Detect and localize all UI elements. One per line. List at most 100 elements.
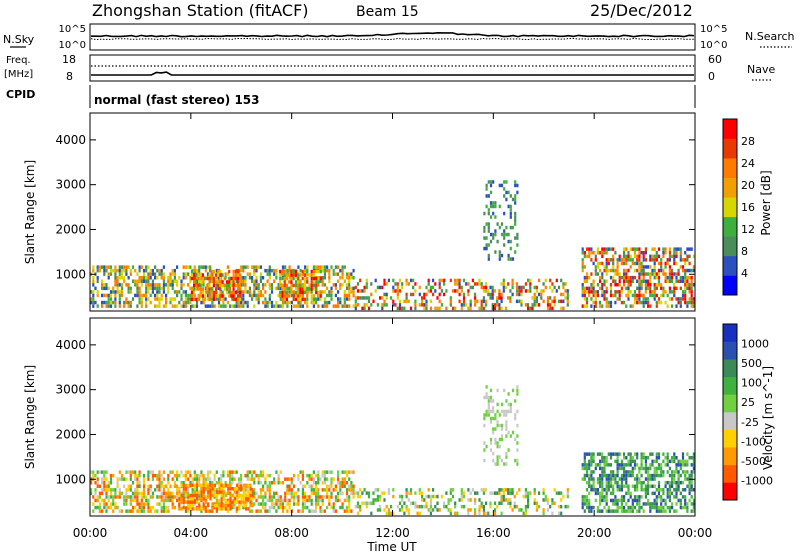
heatmap-cell: [275, 300, 278, 305]
heatmap-cell: [222, 503, 225, 508]
heatmap-cell: [228, 294, 231, 298]
heatmap-cell: [493, 289, 497, 293]
heatmap-cell: [229, 491, 232, 496]
heatmap-cell: [507, 239, 510, 244]
heatmap-cell: [341, 304, 344, 308]
heatmap-cell: [262, 502, 265, 506]
heatmap-cell: [92, 265, 95, 269]
heatmap-cell: [605, 247, 608, 251]
heatmap-cell: [112, 495, 115, 499]
heatmap-cell: [491, 491, 494, 495]
heatmap-cell: [195, 283, 198, 288]
heatmap-cell: [328, 276, 331, 280]
heatmap-cell: [684, 502, 687, 506]
heatmap-cell: [387, 491, 390, 495]
heatmap-cell: [131, 498, 135, 503]
heatmap-cell: [217, 304, 221, 308]
heatmap-cell: [341, 484, 344, 488]
heatmap-cell: [120, 473, 124, 478]
heatmap-cell: [527, 498, 530, 502]
heatmap-cell: [651, 258, 654, 262]
heatmap-cell: [690, 304, 693, 308]
heatmap-cell: [585, 473, 589, 478]
heatmap-cell: [456, 282, 459, 286]
heatmap-cell: [206, 283, 209, 288]
heatmap-cell: [616, 488, 619, 492]
heatmap-cell: [129, 470, 132, 474]
heatmap-cell: [187, 495, 190, 499]
heatmap-cell: [494, 413, 497, 417]
heatmap-cell: [599, 491, 602, 496]
heatmap-cell: [306, 300, 309, 305]
heatmap-cell: [675, 272, 678, 276]
heatmap-cell: [173, 304, 176, 308]
heatmap-cell: [189, 473, 192, 478]
heatmap-cell: [176, 473, 179, 478]
heatmap-cell: [675, 502, 678, 506]
heatmap-cell: [618, 477, 621, 481]
heatmap-cell: [359, 296, 362, 300]
heatmap-cell: [109, 297, 113, 301]
heatmap-cell: [594, 300, 597, 305]
heatmap-cell: [462, 504, 466, 509]
heatmap-cell: [193, 477, 196, 481]
colorbar-swatch: [723, 447, 737, 466]
heatmap-cell: [609, 480, 613, 485]
heatmap-cell: [304, 300, 307, 305]
heatmap-cell: [627, 473, 630, 478]
heatmap-cell: [105, 488, 108, 492]
heatmap-cell: [259, 279, 262, 283]
heatmap-cell: [169, 283, 172, 287]
heatmap-cell: [116, 484, 119, 488]
heatmap-cell: [474, 498, 477, 502]
heatmap-cell: [92, 300, 95, 305]
heatmap-cell: [310, 269, 313, 274]
heatmap-cell: [200, 507, 203, 511]
heatmap-cell: [200, 279, 203, 283]
heatmap-cell: [323, 488, 326, 492]
heatmap-cell: [623, 268, 626, 273]
heatmap-cell: [688, 247, 691, 251]
heatmap-cell: [173, 272, 176, 276]
heatmap-cell: [514, 222, 517, 226]
noise-sky-label: N.Sky: [3, 33, 35, 46]
heatmap-cell: [328, 484, 331, 488]
heatmap-cell: [107, 488, 110, 492]
heatmap-cell: [131, 509, 135, 513]
heatmap-cell: [217, 276, 221, 280]
heatmap-cell: [317, 491, 320, 496]
heatmap-cell: [383, 491, 386, 495]
heatmap-cell: [165, 283, 168, 287]
heatmap-cell: [489, 420, 493, 424]
heatmap-cell: [292, 294, 295, 298]
heatmap-cell: [350, 290, 353, 294]
heatmap-cell: [312, 304, 315, 308]
heatmap-cell: [644, 258, 647, 262]
heatmap-cell: [590, 473, 593, 478]
heatmap-cell: [301, 290, 304, 295]
heatmap-cell: [118, 265, 121, 269]
heatmap-cell: [154, 297, 157, 301]
heatmap-cell: [299, 283, 302, 288]
heatmap-cell: [538, 504, 541, 509]
heatmap-cell: [660, 470, 663, 474]
heatmap-cell: [627, 452, 630, 456]
heatmap-cell: [505, 180, 508, 184]
heatmap-cell: [588, 293, 591, 298]
heatmap-cell: [603, 488, 606, 492]
heatmap-cell: [184, 293, 187, 298]
heatmap-cell: [485, 204, 488, 209]
heatmap-cell: [248, 276, 251, 280]
heatmap-cell: [321, 304, 324, 308]
heatmap-cell: [640, 265, 643, 269]
heatmap-cell: [356, 491, 360, 495]
heatmap-cell: [467, 488, 470, 492]
heatmap-cell: [268, 505, 271, 510]
heatmap-cell: [603, 247, 606, 251]
heatmap-cell: [620, 480, 623, 485]
heatmap-cell: [169, 470, 172, 474]
heatmap-cell: [222, 304, 225, 308]
heatmap-cell: [655, 272, 658, 276]
heatmap-cell: [633, 488, 637, 492]
heatmap-cell: [492, 451, 495, 456]
